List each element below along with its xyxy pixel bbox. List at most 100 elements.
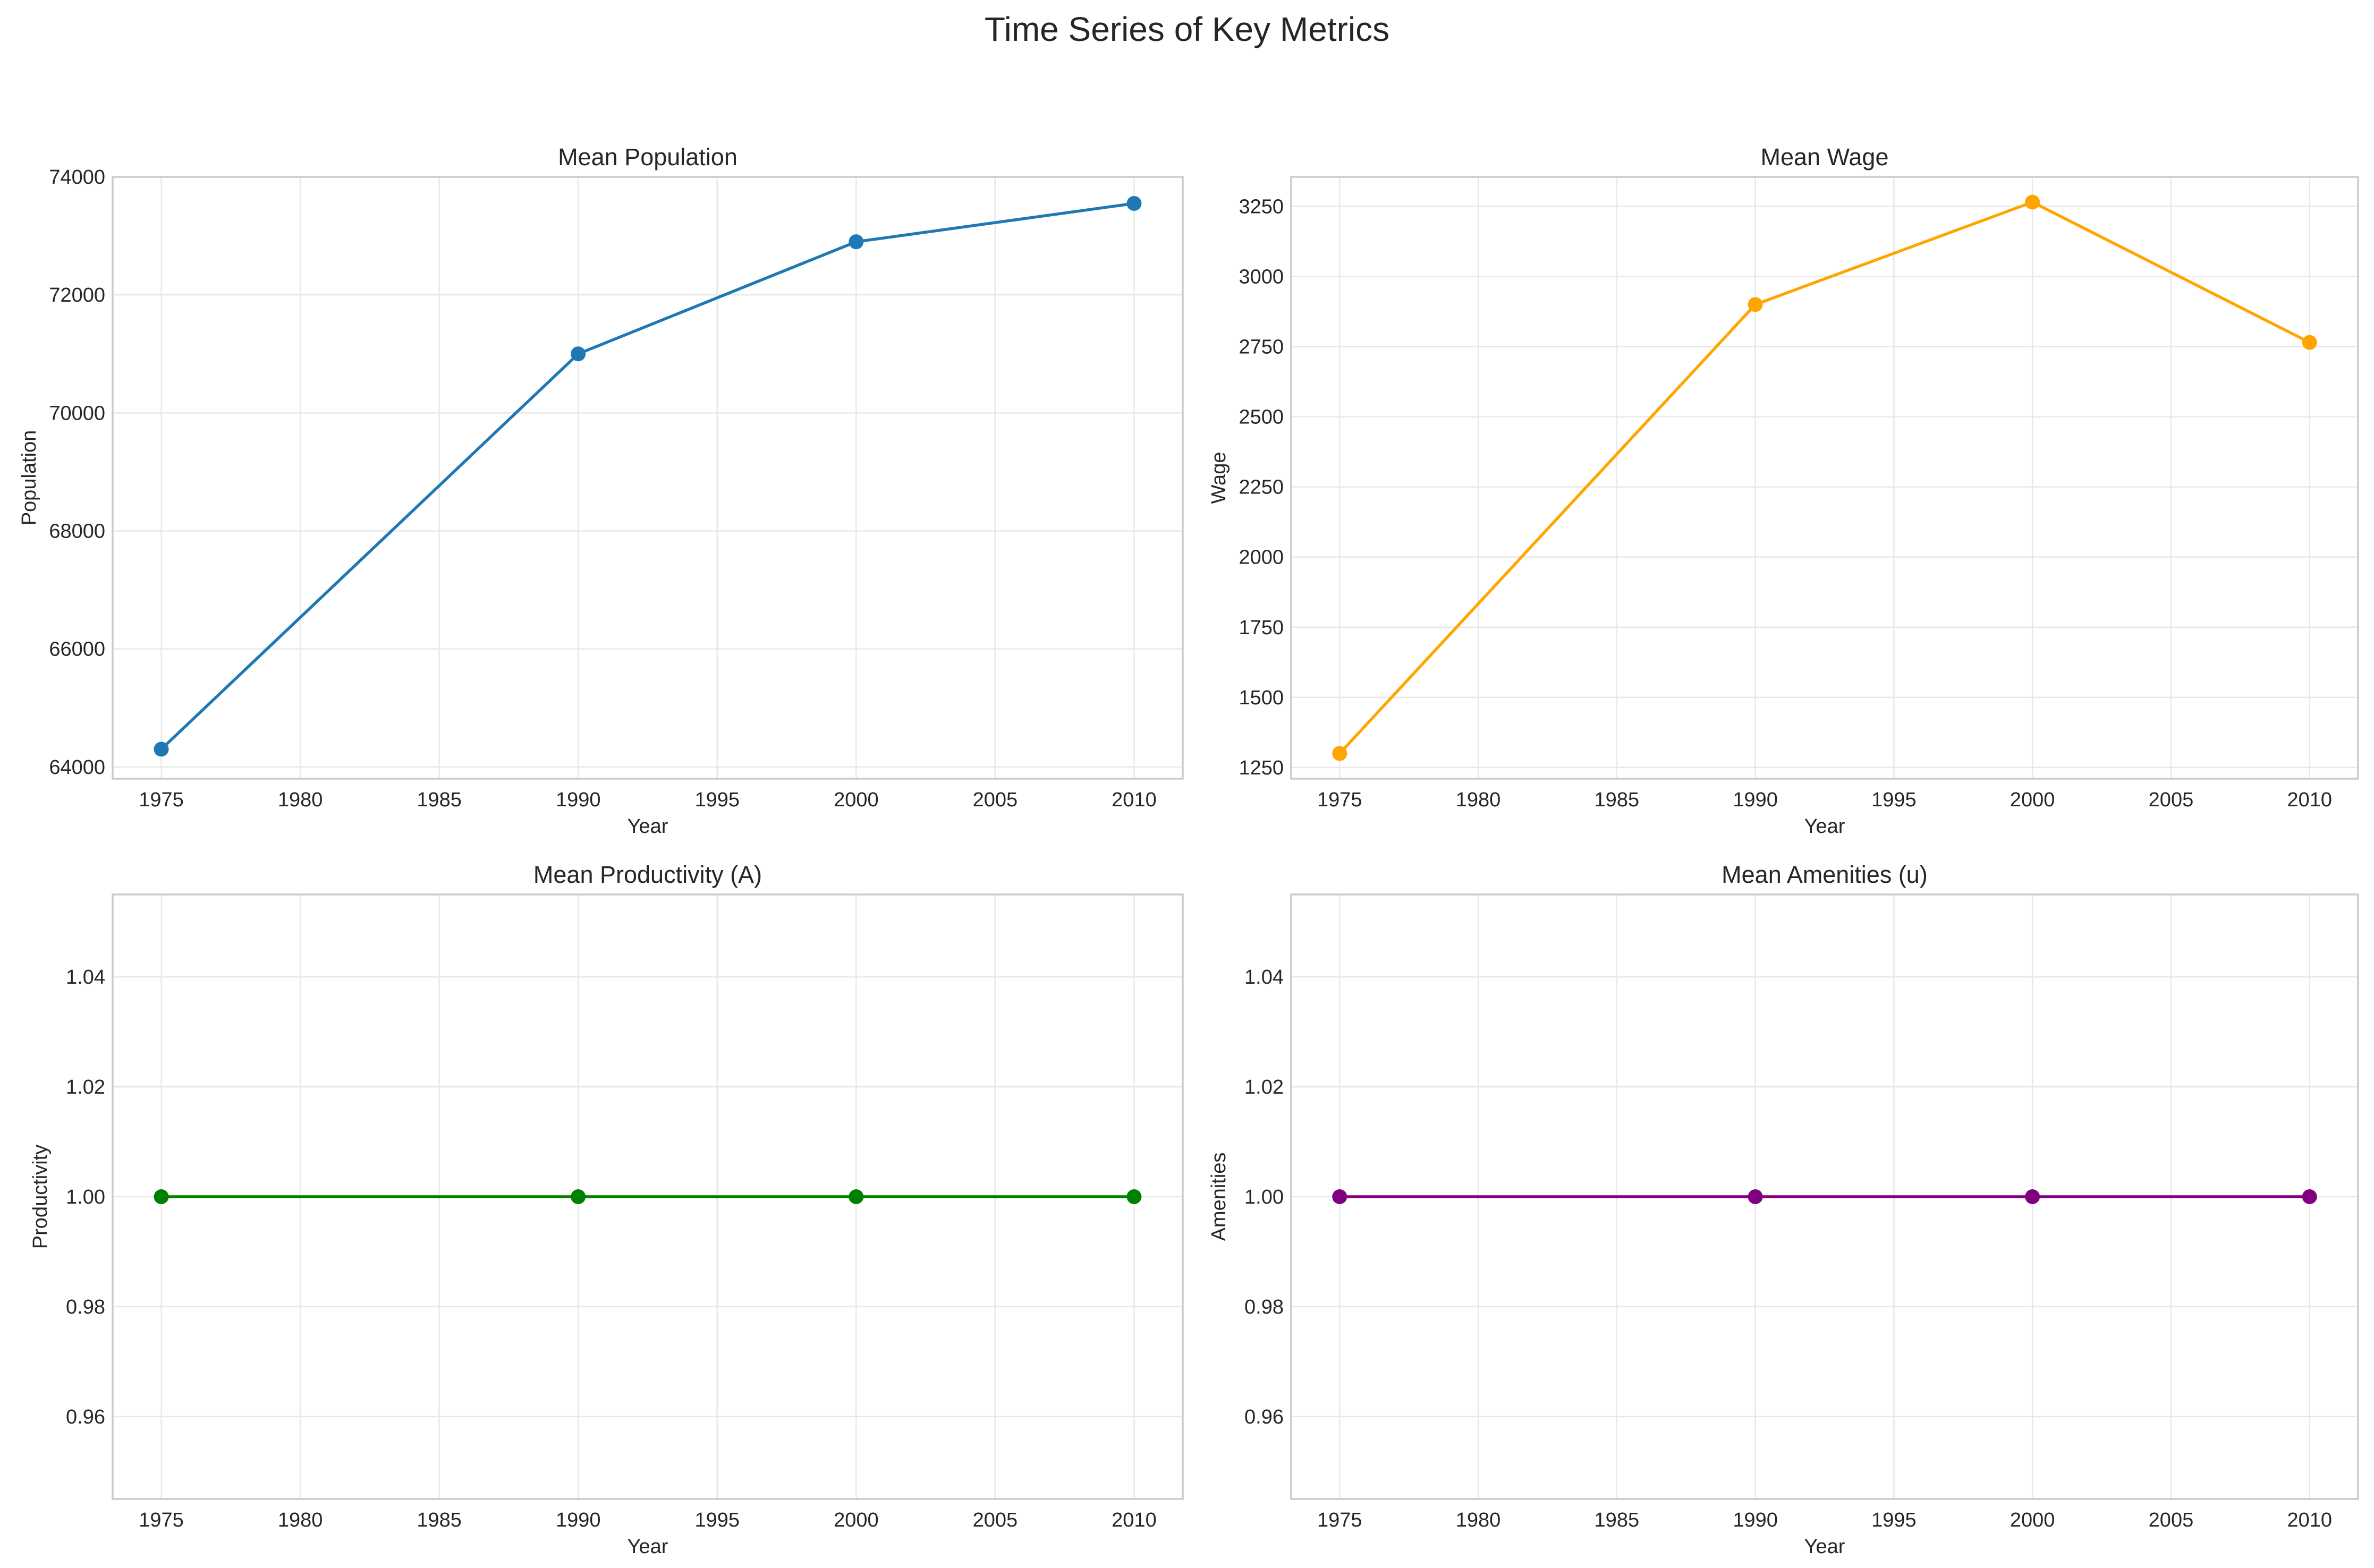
y-tick-label: 0.98: [66, 1296, 105, 1318]
plot-frame: [1290, 176, 2359, 780]
figure-title: Time Series of Key Metrics: [984, 10, 1390, 48]
data-point: [849, 234, 864, 250]
x-tick-label: 2010: [1112, 789, 1157, 811]
y-tick-label: 2250: [1239, 476, 1284, 499]
plot-frame: [112, 893, 1184, 1500]
y-tick-label: 1500: [1239, 687, 1284, 709]
y-axis-label: Population: [18, 430, 40, 526]
data-point: [571, 1189, 586, 1204]
chart-productivity: 1975 1980 1985 1990 1995 2000 2005 2010 0.96 0.98…: [29, 861, 1184, 1558]
chart-amenities: 1975 1980 1985 1990 1995 2000 2005 2010 0.96 0.98…: [1208, 861, 2359, 1558]
y-tick-label: 3000: [1239, 266, 1284, 288]
x-tick-label: 1980: [1456, 1509, 1501, 1531]
x-tick-label: 2010: [1112, 1509, 1157, 1531]
y-tick-label: 1750: [1239, 617, 1284, 639]
x-tick-label: 1995: [695, 1509, 740, 1531]
x-axis-label: Year: [1804, 815, 1845, 838]
y-tick-label: 1.02: [1244, 1076, 1284, 1098]
x-tick-label: 1975: [139, 789, 184, 811]
data-point: [154, 742, 169, 757]
data-point: [849, 1189, 864, 1204]
y-tick-label: 1.02: [66, 1076, 105, 1098]
x-tick-label: 1975: [1317, 789, 1362, 811]
data-point: [2302, 335, 2317, 350]
y-tick-label: 64000: [49, 756, 105, 779]
series-line: [160, 202, 1134, 751]
y-tick-label: 1.00: [66, 1186, 105, 1208]
plot-frame: [112, 176, 1184, 780]
x-axis-label: Year: [628, 1536, 668, 1558]
y-tick-label: 0.98: [1244, 1296, 1284, 1318]
data-point: [1332, 1189, 1347, 1204]
x-tick-label: 1995: [695, 789, 740, 811]
chart-population: 1975 1980 1985 1990 1995 2000 2005 2010 64000 660…: [18, 143, 1184, 838]
x-tick-label: 2005: [973, 789, 1018, 811]
y-tick-label: 1.00: [1244, 1186, 1284, 1208]
data-point: [2025, 194, 2040, 210]
y-tick-label: 70000: [49, 402, 105, 424]
y-tick-label: 0.96: [66, 1406, 105, 1428]
data-point: [2302, 1189, 2317, 1204]
x-tick-label: 1980: [1456, 789, 1501, 811]
y-tick-label: 72000: [49, 284, 105, 306]
x-tick-label: 1990: [556, 1509, 601, 1531]
y-tick-label: 1250: [1239, 757, 1284, 779]
chart-wage: 1975 1980 1985 1990 1995 2000 2005 2010 1250 1500…: [1208, 143, 2359, 838]
x-tick-label: 1975: [139, 1509, 184, 1531]
x-tick-label: 1985: [417, 1509, 462, 1531]
plot-area: [1291, 177, 2358, 779]
data-point: [154, 1189, 169, 1204]
y-tick-label: 2750: [1239, 336, 1284, 359]
x-tick-label: 1995: [1871, 1509, 1917, 1531]
y-tick-label: 0.96: [1244, 1406, 1284, 1428]
plot-area: [113, 177, 1183, 779]
chart-title: Mean Wage: [1761, 143, 1889, 171]
y-tick-label: 2000: [1239, 547, 1284, 569]
x-tick-label: 1985: [417, 789, 462, 811]
chart-title: Mean Productivity (A): [533, 861, 762, 888]
chart-title: Mean Population: [558, 143, 737, 171]
x-tick-label: 2000: [2010, 1509, 2055, 1531]
y-tick-label: 66000: [49, 638, 105, 661]
x-tick-label: 1980: [278, 1509, 323, 1531]
y-tick-label: 2500: [1239, 406, 1284, 429]
x-tick-label: 1990: [1733, 1509, 1778, 1531]
data-point: [1748, 1189, 1763, 1204]
x-tick-label: 1985: [1595, 789, 1640, 811]
data-point: [1126, 1189, 1142, 1204]
y-tick-label: 1.04: [1244, 966, 1284, 988]
data-point: [1126, 195, 1142, 211]
x-tick-label: 1990: [1733, 789, 1778, 811]
y-axis-label: Wage: [1208, 452, 1230, 504]
x-tick-label: 2005: [2149, 789, 2194, 811]
y-tick-label: 74000: [49, 166, 105, 189]
x-tick-label: 1985: [1595, 1509, 1640, 1531]
x-tick-label: 2010: [2287, 1509, 2332, 1531]
x-tick-label: 2000: [834, 1509, 879, 1531]
y-tick-label: 3250: [1239, 195, 1284, 218]
x-tick-label: 2000: [834, 789, 879, 811]
x-tick-label: 2005: [973, 1509, 1018, 1531]
x-tick-label: 1990: [556, 789, 601, 811]
chart-title: Mean Amenities (u): [1722, 861, 1928, 888]
y-tick-label: 68000: [49, 520, 105, 542]
data-point: [1748, 297, 1763, 312]
x-tick-label: 1975: [1317, 1509, 1362, 1531]
x-tick-label: 1995: [1871, 789, 1917, 811]
y-axis-label: Amenities: [1208, 1153, 1230, 1241]
data-point: [2025, 1189, 2040, 1204]
plot-frame: [1290, 893, 2359, 1500]
x-tick-label: 2000: [2010, 789, 2055, 811]
x-axis-label: Year: [628, 815, 668, 838]
series-line: [1338, 200, 2310, 755]
x-tick-label: 1980: [278, 789, 323, 811]
x-axis-label: Year: [1804, 1536, 1845, 1558]
x-tick-label: 2010: [2287, 789, 2332, 811]
y-tick-label: 1.04: [66, 966, 105, 988]
x-tick-label: 2005: [2149, 1509, 2194, 1531]
data-point: [571, 346, 586, 362]
data-point: [1332, 746, 1347, 761]
y-axis-label: Productivity: [29, 1145, 52, 1249]
